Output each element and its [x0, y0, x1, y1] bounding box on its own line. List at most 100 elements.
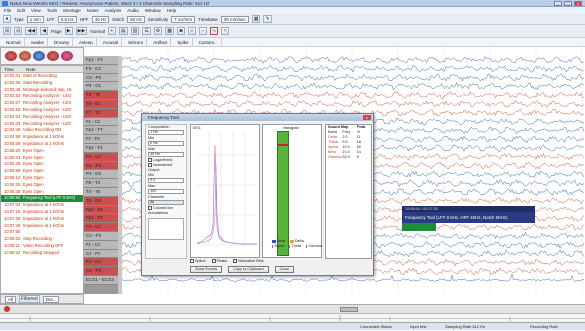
event-row[interactable]: 10:04:58 Impedance at 1 kOhm — [1, 134, 83, 141]
event-row[interactable]: 10:05:45 Eyes Open — [1, 161, 83, 168]
channel-label[interactable]: Fp2 - F4 — [84, 143, 118, 153]
sensitivity-select[interactable]: 7 uV/mm — [171, 15, 196, 23]
montage-head-icon[interactable] — [5, 51, 17, 61]
channel-label[interactable]: P3 - O1 — [84, 82, 118, 92]
montage-icon[interactable]: ⊞ — [3, 27, 12, 35]
channel-label[interactable]: T5 - O1 — [84, 99, 118, 109]
menu-analysis[interactable]: Analysis — [104, 8, 122, 13]
menu-edit[interactable]: Edit — [17, 8, 26, 13]
event-row[interactable]: 10:05:59 Eyes Open — [1, 168, 83, 175]
event-row[interactable]: 10:03:45 Montage selected: Bip_18 — [1, 87, 83, 94]
tab-artifact[interactable]: Artifact — [150, 37, 172, 47]
event-row[interactable]: 10:05:20 Eyes Open — [1, 148, 83, 155]
channel-label[interactable]: F4 - C4 — [84, 258, 118, 268]
event-row[interactable]: 10:08:02 Stop Recording — [1, 236, 83, 243]
min-input[interactable]: 0 Hz — [148, 141, 184, 146]
event-row[interactable]: 10:08:11 Video Recording OFF — [1, 243, 83, 250]
event-row[interactable]: 10:06:38 Eyes Open — [1, 189, 83, 196]
channel-label[interactable]: Cz - Pz — [84, 249, 118, 259]
frequency-plot[interactable]: EEG — [190, 124, 260, 258]
normalized-option[interactable]: Normalized — [146, 163, 186, 168]
search-icon[interactable]: ⌕ — [188, 27, 197, 35]
maximize-button[interactable]: □ — [564, 1, 572, 6]
layout-icon[interactable]: ⊟ — [14, 27, 23, 35]
menu-help[interactable]: Help — [166, 8, 177, 13]
channels-icon[interactable]: ☰ — [142, 27, 151, 35]
channel-label[interactable]: C4 - P4 — [84, 161, 118, 171]
hff-select[interactable]: 40 Hz — [91, 15, 110, 23]
normalize-bins-option[interactable]: Normalize Bins — [233, 259, 264, 264]
play-icon[interactable]: ▶ — [64, 27, 73, 35]
copy-to-clipboard-button[interactable]: Copy to Clipboard — [228, 266, 269, 273]
wave-icon[interactable]: ≈ — [221, 27, 230, 35]
timebase-select[interactable]: 30 mm/sec — [220, 15, 249, 23]
channel-label[interactable]: P4 - O2 — [84, 170, 118, 180]
spectrum-icon[interactable]: ▥ — [130, 27, 140, 35]
settings-icon[interactable]: ⚙ — [153, 27, 163, 35]
channel-label[interactable]: F3 - C3 — [84, 223, 118, 232]
event-row[interactable]: 10:04:45 Video Recording ON — [1, 127, 83, 134]
channel-label[interactable]: Fz - Pz — [84, 135, 118, 144]
channel-label[interactable]: F8 - T4 — [84, 179, 118, 188]
power-threshold-marker[interactable] — [278, 144, 288, 146]
event-row[interactable]: 10:07:04 Impedance at 1 kOhm — [1, 202, 83, 209]
zoom-in-icon[interactable]: + — [107, 27, 116, 35]
event-row[interactable]: 10:05:09 Impedance at 1 kOhm — [1, 141, 83, 148]
montage-head-icon[interactable] — [33, 51, 45, 61]
recording-timeline[interactable] — [0, 313, 585, 322]
tab-asleep[interactable]: Asleep — [76, 37, 97, 47]
colored-line-option[interactable]: Colored line — [146, 206, 186, 211]
spline-option[interactable]: Spline — [190, 259, 206, 264]
close-window-button[interactable]: × — [574, 1, 582, 6]
event-row[interactable]: 10:03:36 Start Recording — [1, 80, 83, 87]
event-row[interactable]: 10:03:52 Recording Analyzer - LEO — [1, 93, 83, 100]
all-select[interactable]: All — [5, 295, 17, 303]
show-events-button[interactable]: Show Events — [190, 266, 223, 273]
channel-label[interactable]: Fp1 - F3 — [84, 214, 118, 224]
power-level-bar[interactable] — [277, 131, 289, 256]
event-row[interactable]: 10:07:16 Impedance at 1 kOhm — [1, 209, 83, 216]
filtered-button[interactable]: Filtered — [19, 295, 40, 303]
max-input[interactable]: 40 Hz — [148, 152, 184, 157]
channel-label[interactable]: Fz - Cz — [84, 117, 118, 127]
pin-icon[interactable]: ✎ — [263, 15, 272, 23]
annotations-box[interactable] — [148, 218, 184, 240]
type-select[interactable]: 1 min — [26, 15, 44, 23]
logarithmic-option[interactable]: Logarithmic — [146, 158, 186, 163]
tab-spike[interactable]: Spike — [174, 37, 193, 47]
event-row[interactable]: 10:07:40 Impedance at 1 kOhm — [1, 223, 83, 230]
event-row[interactable]: 10:04:33 Recording Analyzer - LEO — [1, 121, 83, 128]
channel-label[interactable]: ECG1 - ECG2 — [84, 275, 118, 285]
grid-icon[interactable]: ▤ — [118, 27, 128, 35]
annotation-popup[interactable]: Frequency Tool (LFF 0.5Hz, HFF 40Hz, Not… — [402, 212, 535, 223]
time-column-header[interactable]: Time — [4, 67, 14, 72]
event-row[interactable]: 10:07:55 — [1, 229, 83, 236]
peaks-option[interactable]: Peaks — [211, 259, 227, 264]
fast-forward-icon[interactable]: ▶▶ — [75, 27, 88, 35]
computation-input[interactable]: 1 Hz — [148, 130, 184, 135]
tab-custom[interactable]: Custom... — [196, 37, 222, 47]
tab-arousal[interactable]: Arousal — [100, 37, 122, 47]
dialog-close-icon[interactable]: × — [363, 115, 371, 120]
channel-label[interactable]: T4 - T6 — [84, 187, 118, 197]
dialog-title-bar[interactable]: Frequency Tool × — [142, 114, 373, 121]
output-min-input[interactable]: 0.0 — [148, 178, 184, 183]
duration-select[interactable]: Dur... — [42, 295, 60, 303]
channel-label[interactable]: T3 - T5 — [84, 91, 118, 100]
menu-audio[interactable]: Audio — [127, 8, 139, 13]
event-row[interactable]: 10:06:25 Eyes Open — [1, 182, 83, 189]
zoom-out-icon[interactable]: − — [199, 27, 208, 35]
channel-label[interactable]: C4 - P4 — [84, 267, 118, 276]
channel-label[interactable]: T6 - O2 — [84, 196, 118, 206]
menu-window[interactable]: Window — [144, 8, 161, 13]
frequency-tool-icon[interactable]: ∿ — [210, 27, 219, 35]
channel-label[interactable]: F3 - C3 — [84, 64, 118, 74]
menu-montage[interactable]: Montage — [63, 8, 81, 13]
tab-normal[interactable]: Normal — [3, 37, 25, 47]
menu-file[interactable]: File — [4, 8, 12, 13]
channel-label[interactable]: F7 - T3 — [84, 108, 118, 118]
event-row[interactable]: 10:04:16 Recording Analyzer - LEO — [1, 107, 83, 114]
minimize-button[interactable]: – — [554, 1, 562, 6]
annotation-marker[interactable] — [402, 223, 436, 231]
camera-icon[interactable]: ◙ — [177, 27, 186, 35]
